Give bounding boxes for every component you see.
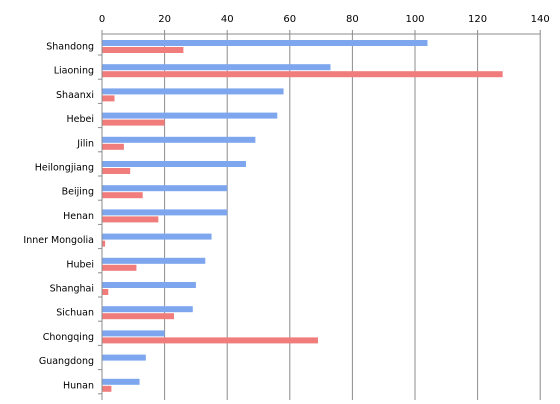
bar-series2-jilin [102,143,124,150]
bar-series1-inner-mongolia [102,233,212,240]
bar-series1-sichuan [102,306,193,313]
axes [98,33,541,400]
x-tick-label: 40 [221,14,234,25]
bar-series2-shandong [102,47,184,53]
bar-series2-chongqing [102,337,318,344]
x-axis-ticks: 0 20 40 60 80 100 120 140 [99,14,550,34]
x-tick-label: 60 [283,14,296,25]
bar-series1-hubei [102,257,206,264]
bar-series2-hebei [102,119,165,126]
bar-series2-henan [102,216,159,223]
bar-series2-heilongjiang [102,168,131,174]
category-label: Sichuan [56,308,94,319]
bar-series1-hunan [102,378,140,385]
category-labels: Shandong Liaoning Shaanxi Hebei Jilin Heilong… [23,42,94,392]
bar-series2-shanghai [102,289,109,295]
bar-series1-jilin [102,136,256,143]
bar-series2-inner-mongolia [102,240,106,247]
category-label: Chongqing [43,332,94,343]
bar-series1-chongqing [102,330,165,337]
category-label: Inner Mongolia [23,235,94,246]
category-label: Liaoning [54,66,94,77]
x-tick-label: 120 [468,14,487,25]
bar-series1-beijing [102,185,228,192]
bar-series2-liaoning [102,71,503,78]
category-label: Hebei [66,114,94,125]
bar-series1-henan [102,209,228,216]
gridlines [164,34,541,400]
bar-series2-beijing [102,192,143,199]
category-label: Henan [63,211,94,222]
category-label: Heilongjiang [35,163,94,174]
bar-series1-heilongjiang [102,161,246,167]
bar-series2-hunan [102,385,112,392]
x-tick-label: 100 [405,14,424,25]
bar-series2-sichuan [102,313,174,320]
category-label: Jilin [76,138,94,149]
category-label: Shanghai [50,284,94,295]
category-label: Hunan [63,380,94,391]
category-label: Beijing [62,187,94,198]
bars [102,40,503,392]
bar-series1-hebei [102,112,278,119]
bar-series1-liaoning [102,64,331,71]
category-label: Shaanxi [56,90,94,101]
bar-series2-hubei [102,264,137,271]
x-tick-label: 80 [346,14,359,25]
bar-series1-guangdong [102,354,146,361]
bar-series2-shaanxi [102,95,115,102]
bar-series1-shandong [102,40,428,46]
x-tick-label: 140 [531,14,550,25]
category-label: Guangdong [39,356,94,367]
category-label: Shandong [46,42,94,53]
category-label: Hubei [66,259,94,270]
bar-series1-shaanxi [102,88,284,95]
x-tick-label: 20 [158,14,171,25]
bar-series1-shanghai [102,282,196,288]
x-tick-label: 0 [99,14,105,25]
